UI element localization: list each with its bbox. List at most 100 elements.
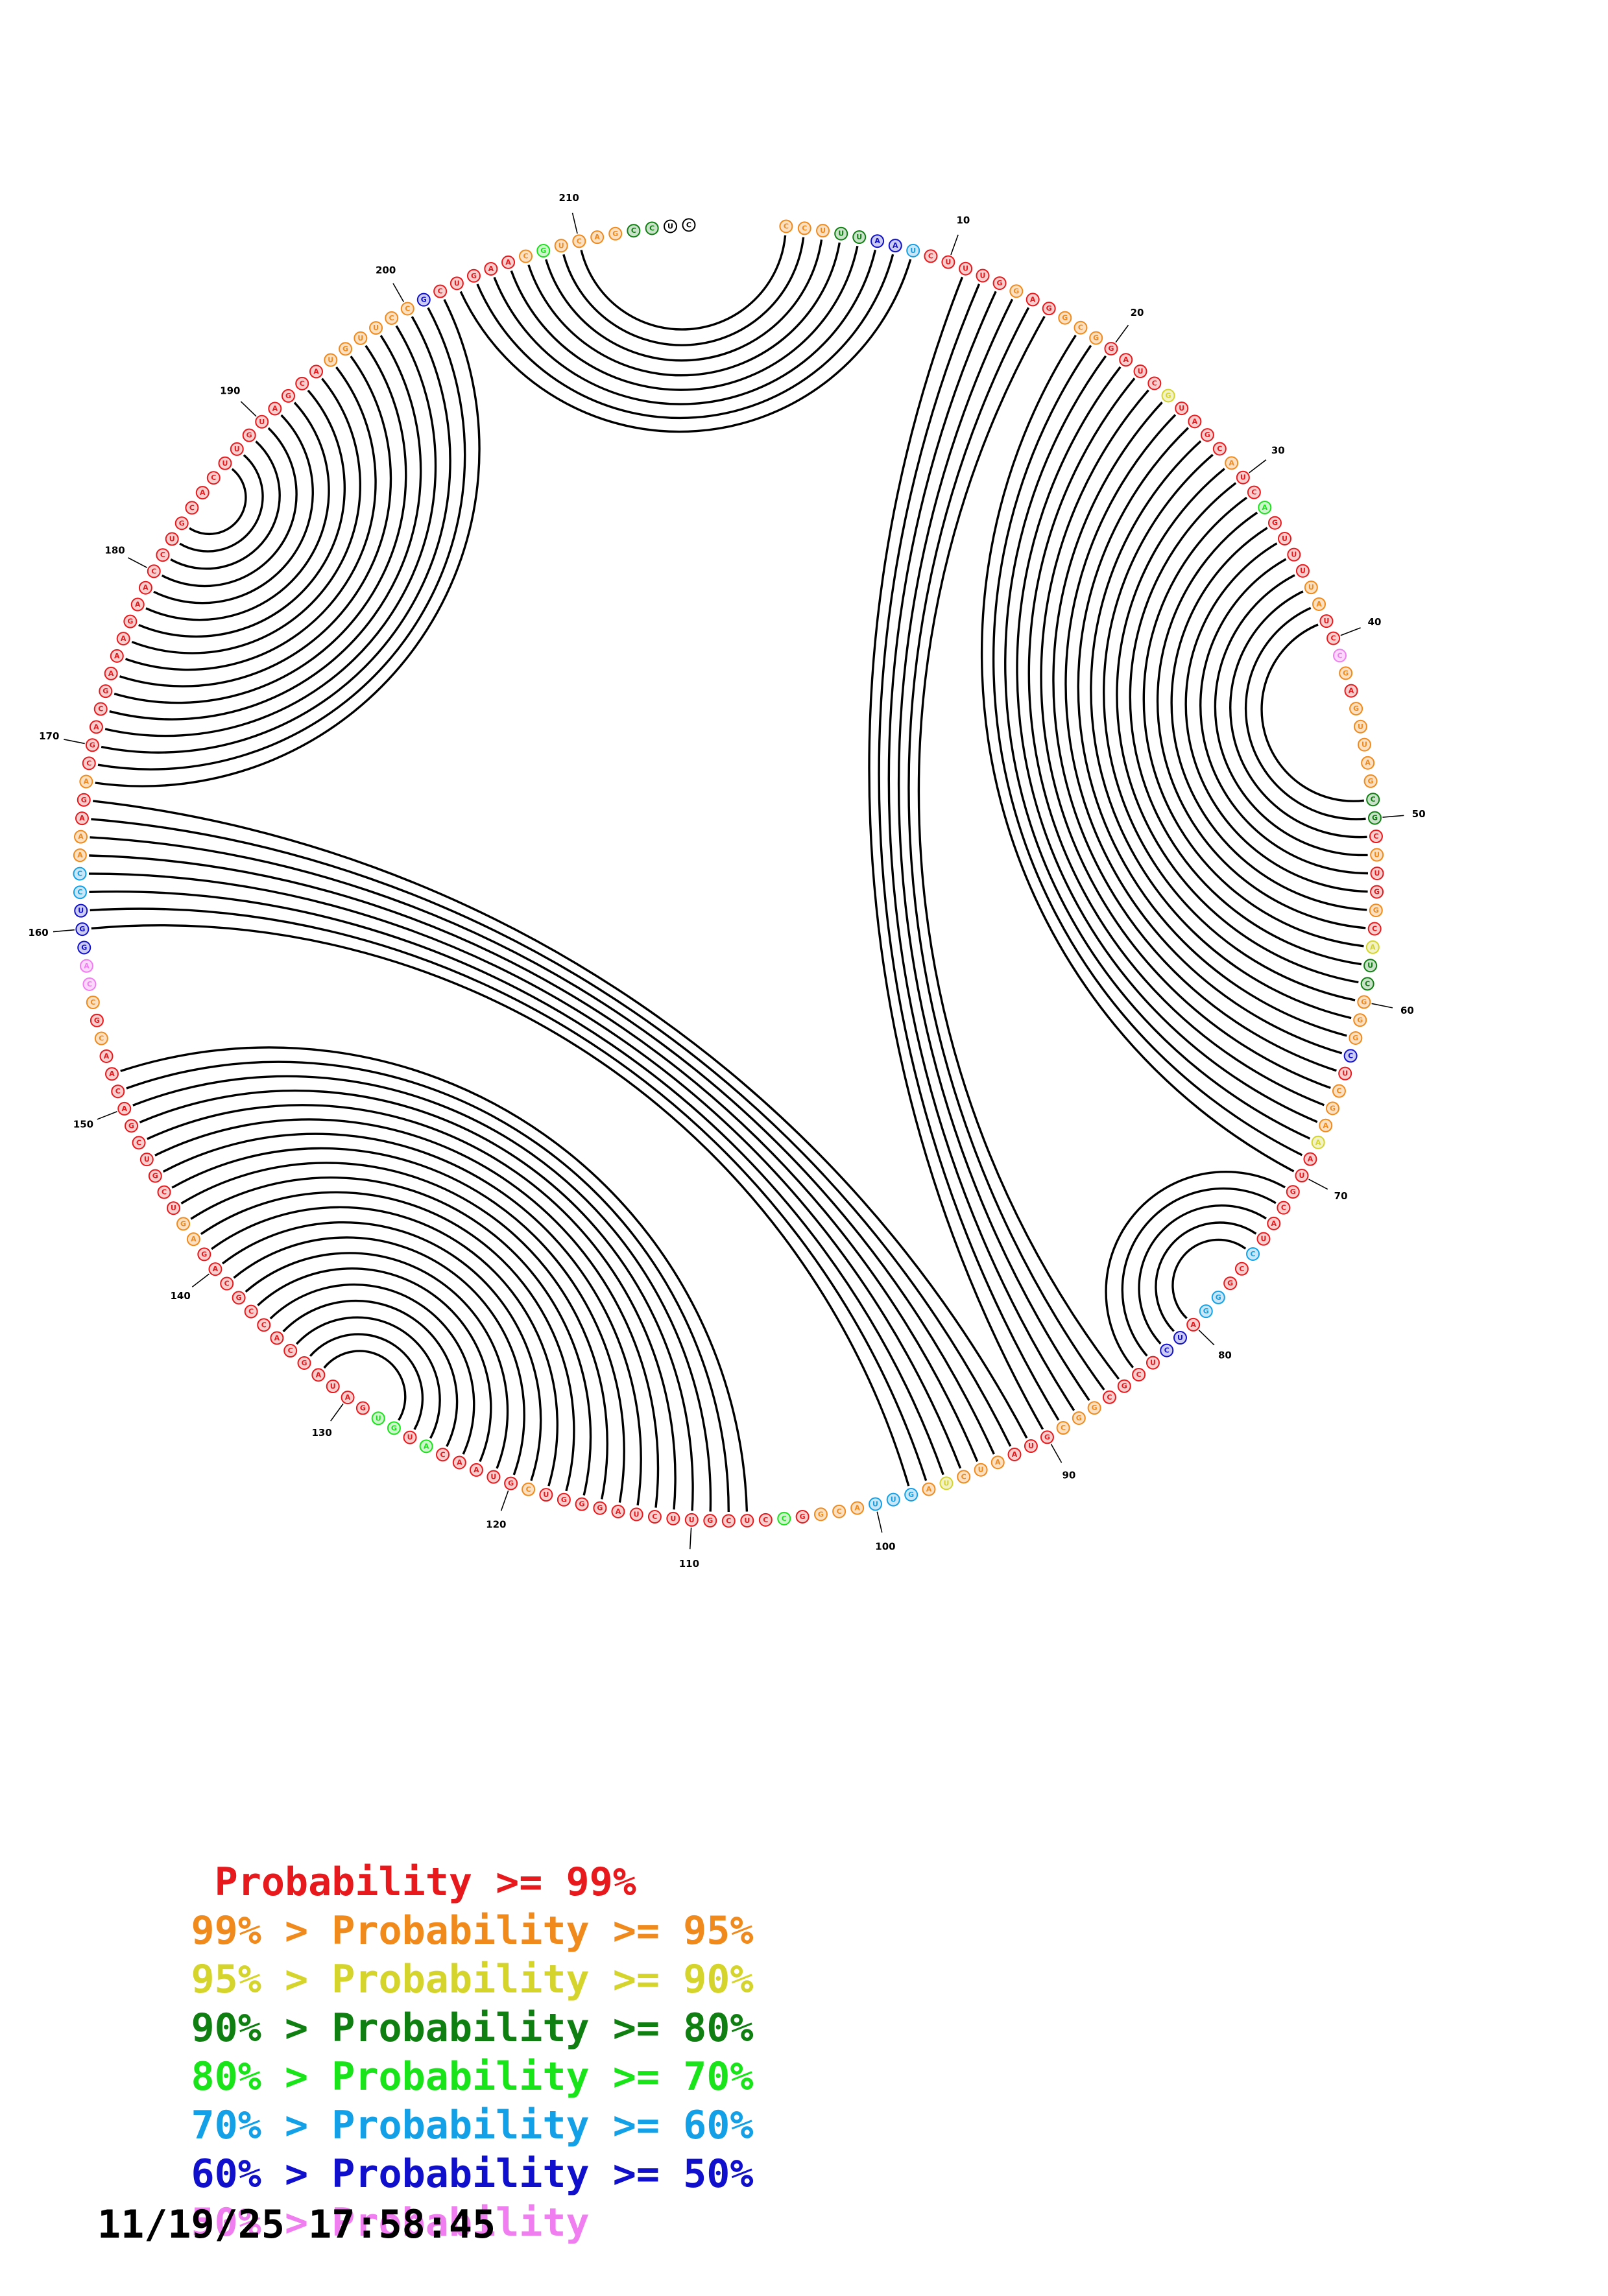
base-pair-arc bbox=[211, 1206, 558, 1487]
nucleotide: G bbox=[1200, 428, 1214, 442]
nucleotide: A bbox=[99, 1049, 114, 1063]
nucleotide: G bbox=[176, 1217, 191, 1231]
nucleotide: C bbox=[721, 1514, 736, 1528]
nucleotide: C bbox=[206, 471, 221, 485]
nucleotide: A bbox=[990, 1455, 1005, 1470]
nucleotide-circle bbox=[1338, 1066, 1352, 1081]
position-label: 70 bbox=[1334, 1190, 1348, 1202]
nucleotide-letter: C bbox=[1152, 379, 1157, 387]
nucleotide-letter: G bbox=[800, 1513, 806, 1521]
nucleotide: U bbox=[1295, 564, 1310, 578]
base-pair-arc bbox=[459, 259, 912, 433]
nucleotide-circle bbox=[924, 249, 938, 263]
base-pair-arc bbox=[1016, 366, 1318, 1123]
nucleotide-circle bbox=[79, 774, 93, 789]
nucleotide: U bbox=[886, 1492, 900, 1507]
nucleotide-letter: C bbox=[763, 1516, 768, 1524]
nucleotide-circle bbox=[99, 684, 113, 699]
nucleotide: C bbox=[1333, 649, 1347, 663]
nucleotide-circle bbox=[1357, 995, 1371, 1009]
nucleotide: U bbox=[1357, 737, 1371, 752]
base-pair-arc bbox=[1121, 1187, 1277, 1357]
nucleotide-circle bbox=[721, 1514, 736, 1528]
nucleotide-circle bbox=[816, 224, 830, 238]
nucleotide: G bbox=[1117, 1379, 1131, 1393]
tick-mark bbox=[876, 1511, 883, 1533]
position-label: 40 bbox=[1368, 616, 1382, 628]
nucleotide-letter: U bbox=[1374, 869, 1380, 878]
nucleotide: A bbox=[89, 720, 103, 734]
nucleotide-circle bbox=[1102, 1390, 1116, 1404]
nucleotide-circle bbox=[1225, 456, 1239, 470]
nucleotide: C bbox=[94, 1031, 108, 1046]
nucleotide: C bbox=[1367, 922, 1382, 936]
nucleotide-letter: U bbox=[222, 459, 228, 468]
nucleotide-letter: C bbox=[782, 1514, 787, 1523]
nucleotide-circle bbox=[777, 1511, 791, 1525]
legend-row-95: 99% > Probability >= 95% bbox=[97, 1858, 754, 1954]
nucleotide: C bbox=[257, 1318, 271, 1332]
nucleotide: U bbox=[939, 1476, 954, 1490]
nucleotide-letter: G bbox=[1122, 1382, 1127, 1391]
legend-prefix: 60% > bbox=[191, 2151, 309, 2197]
nucleotide: C bbox=[73, 885, 87, 900]
nucleotide-letter: A bbox=[77, 851, 83, 859]
nucleotide: U bbox=[354, 331, 368, 345]
base-pair-arc bbox=[88, 872, 962, 1469]
nucleotide-letter: U bbox=[1240, 473, 1246, 482]
base-pair-arc bbox=[1142, 496, 1364, 948]
nucleotide: G bbox=[1353, 1013, 1367, 1027]
nucleotide: G bbox=[1199, 1304, 1213, 1319]
nucleotide-circle bbox=[1212, 442, 1227, 456]
nucleotide-circle bbox=[1119, 353, 1133, 367]
nucleotide-letter: A bbox=[457, 1458, 462, 1466]
nucleotide-circle bbox=[104, 1067, 119, 1081]
nucleotide-letter: U bbox=[1308, 583, 1314, 592]
nucleotide-letter: A bbox=[108, 669, 114, 678]
nucleotide: C bbox=[185, 501, 199, 515]
nucleotide-letter: G bbox=[1108, 344, 1114, 353]
nucleotide-circle bbox=[484, 261, 498, 276]
nucleotide-circle bbox=[230, 442, 244, 456]
nucleotide-letter: A bbox=[1370, 943, 1376, 951]
nucleotide-circle bbox=[590, 230, 605, 245]
nucleotide-circle bbox=[1367, 922, 1382, 936]
nucleotide: C bbox=[400, 302, 414, 316]
nucleotide-letter: A bbox=[1190, 1321, 1196, 1329]
nucleotide-letter: A bbox=[594, 233, 600, 241]
nucleotide-circle bbox=[554, 239, 568, 253]
nucleotide-letter: G bbox=[1092, 1404, 1098, 1412]
nucleotide: C bbox=[1246, 1247, 1260, 1261]
nucleotide-circle bbox=[125, 1119, 139, 1133]
nucleotide-letter: G bbox=[1353, 704, 1359, 713]
nucleotide: A bbox=[110, 649, 124, 663]
nucleotide-letter: U bbox=[376, 1414, 381, 1422]
nucleotide-circle bbox=[1132, 1367, 1146, 1381]
nucleotide: C bbox=[73, 867, 87, 881]
nucleotide-circle bbox=[1370, 848, 1384, 862]
nucleotide-circle bbox=[974, 1463, 988, 1477]
tick-mark bbox=[1115, 324, 1129, 343]
nucleotide: C bbox=[147, 564, 161, 579]
nucleotide-letter: A bbox=[1030, 295, 1036, 304]
tick-mark bbox=[330, 1403, 344, 1422]
nucleotide-letter: G bbox=[1044, 1433, 1050, 1441]
legend-prefix: 95% > bbox=[191, 1957, 309, 2002]
base-pair-arc bbox=[1116, 468, 1359, 984]
nucleotide-circle bbox=[148, 1169, 162, 1183]
base-pair-arc bbox=[878, 283, 1060, 1421]
nucleotide-letter: G bbox=[90, 741, 95, 749]
nucleotide: U bbox=[139, 1153, 154, 1167]
nucleotide-circle bbox=[452, 1455, 466, 1470]
nucleotide-letter: U bbox=[963, 265, 968, 273]
nucleotide-letter: A bbox=[1012, 1450, 1018, 1459]
nucleotide: G bbox=[1042, 302, 1056, 316]
nucleotide-letter: C bbox=[1337, 651, 1342, 660]
nucleotide-letter: G bbox=[1290, 1188, 1296, 1196]
nucleotide-circle bbox=[123, 614, 138, 628]
nucleotide-circle bbox=[666, 1511, 680, 1525]
nucleotide-circle bbox=[1007, 1448, 1022, 1462]
nucleotide: U bbox=[684, 1513, 699, 1527]
base-pair-arc bbox=[323, 1350, 407, 1421]
base-pair-arc bbox=[1129, 482, 1362, 966]
